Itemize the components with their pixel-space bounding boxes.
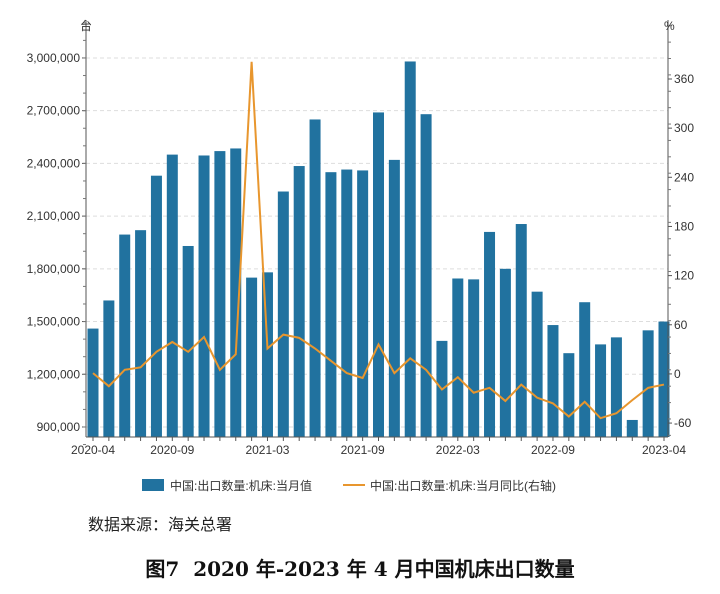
- source-note: 数据来源：海关总署: [88, 517, 233, 534]
- left-tick-label: 3,000,000: [27, 51, 81, 65]
- bar: [277, 191, 289, 437]
- bar: [373, 112, 384, 437]
- x-tick-label: 2020-09: [150, 443, 194, 457]
- bar: [610, 337, 622, 437]
- chart: 900,000 1,200,000 1,500,000 1,800,000 2,100,…: [27, 18, 695, 493]
- bar: [309, 119, 321, 438]
- bar: [293, 166, 305, 437]
- bar: [325, 172, 337, 438]
- right-tick-label: 120: [674, 269, 694, 283]
- yoy-line: [92, 61, 665, 420]
- right-tick-label: 240: [674, 170, 694, 184]
- bar: [452, 278, 464, 437]
- bar: [547, 325, 559, 437]
- right-tick-label: 60: [674, 318, 688, 332]
- bar: [119, 234, 131, 437]
- bar: [135, 230, 147, 437]
- right-tick-label: -60: [674, 416, 692, 430]
- right-tick-label: 0: [674, 367, 681, 381]
- x-tick-label: 2023-04: [642, 443, 686, 457]
- bar: [658, 321, 670, 437]
- legend-bar-swatch: [142, 479, 164, 491]
- left-tick-label: 900,000: [37, 420, 81, 434]
- bar: [166, 154, 178, 438]
- bar: [642, 330, 654, 437]
- bar: [404, 61, 416, 437]
- bar: [626, 419, 638, 437]
- bar: [388, 159, 400, 437]
- x-tick-label: 2020-04: [71, 443, 115, 457]
- left-tick-label: 1,200,000: [27, 367, 81, 381]
- right-tick-label: 300: [674, 121, 694, 135]
- left-tick-label: 2,400,000: [27, 156, 81, 170]
- right-tick-label: 180: [674, 219, 694, 233]
- left-tick-label: 2,700,000: [27, 104, 81, 118]
- bar: [87, 328, 99, 437]
- bar: [357, 170, 369, 438]
- legend-line-label: 中国:出口数量:机床:当月同比(右轴): [370, 478, 556, 493]
- bar: [468, 279, 480, 437]
- bar: [531, 291, 543, 437]
- x-tick-label: 2021-03: [245, 443, 289, 457]
- x-tick-label: 2021-09: [341, 443, 385, 457]
- bar: [420, 114, 432, 437]
- x-tick-label: 2022-09: [531, 443, 575, 457]
- bar: [261, 272, 273, 437]
- bar: [246, 277, 258, 437]
- left-tick-label: 1,800,000: [27, 262, 81, 276]
- bar: [579, 302, 591, 437]
- bar: [499, 268, 511, 437]
- bar: [182, 245, 194, 437]
- figure-caption: 图7 2020 年-2023 年 4 月中国机床出口数量: [145, 557, 575, 581]
- legend-bar-label: 中国:出口数量:机床:当月值: [170, 478, 312, 493]
- left-unit: 台: [80, 18, 92, 33]
- bar: [230, 148, 242, 437]
- bar: [150, 175, 162, 437]
- bar: [341, 169, 353, 437]
- bar: [198, 155, 210, 437]
- left-tick-label: 2,100,000: [27, 209, 81, 223]
- bar: [214, 151, 226, 437]
- left-tick-label: 1,500,000: [27, 315, 81, 329]
- bar: [484, 231, 496, 437]
- bar: [563, 353, 575, 437]
- x-tick-label: 2022-03: [436, 443, 480, 457]
- bar: [103, 300, 115, 437]
- bar: [595, 344, 607, 437]
- right-unit: %: [664, 19, 675, 33]
- right-tick-label: 360: [674, 72, 694, 86]
- bar: [515, 224, 527, 437]
